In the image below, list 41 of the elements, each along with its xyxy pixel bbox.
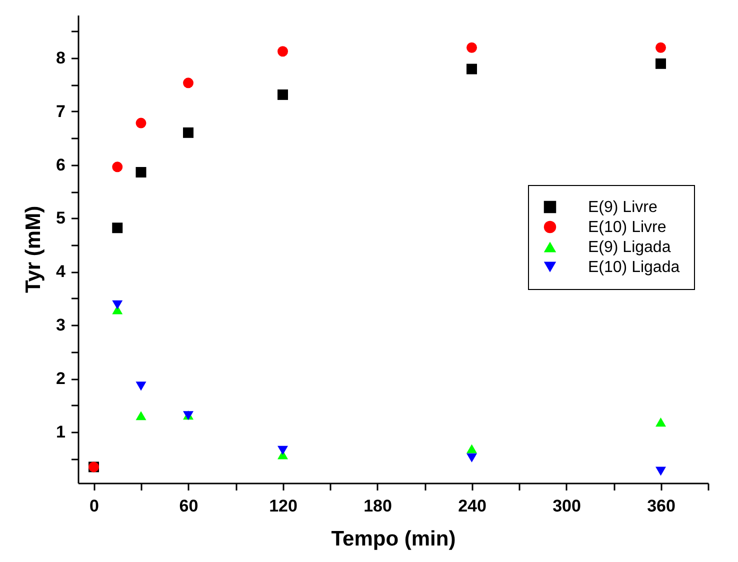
x-tick-label: 180 bbox=[364, 496, 392, 516]
point bbox=[136, 382, 146, 391]
point bbox=[278, 46, 288, 57]
y-tick-label: 2 bbox=[56, 369, 66, 388]
legend-label: E(10) Ligada bbox=[588, 259, 680, 276]
point bbox=[136, 167, 146, 178]
y-tick-label: 3 bbox=[56, 316, 66, 335]
legend-label: E(9) Ligada bbox=[588, 239, 671, 256]
point bbox=[656, 466, 666, 476]
point bbox=[136, 411, 146, 420]
point bbox=[656, 58, 666, 69]
y-tick-label: 6 bbox=[56, 155, 66, 174]
point bbox=[466, 444, 477, 454]
legend-label: E(10) Livre bbox=[588, 219, 666, 236]
y-tick-label: 7 bbox=[56, 102, 66, 121]
point bbox=[112, 222, 123, 234]
point bbox=[112, 162, 123, 172]
x-tick-label: 120 bbox=[269, 496, 298, 516]
point bbox=[136, 118, 146, 128]
point bbox=[656, 417, 666, 427]
point bbox=[112, 300, 123, 310]
x-tick-label: 240 bbox=[458, 496, 486, 516]
point bbox=[278, 89, 288, 100]
x-tick-label: 300 bbox=[552, 496, 581, 516]
point bbox=[183, 127, 194, 138]
point bbox=[466, 453, 477, 462]
y-tick-label: 4 bbox=[56, 262, 66, 282]
x-axis-title: Tempo (min) bbox=[331, 528, 456, 550]
y-axis-title: Tyr (mM) bbox=[22, 206, 46, 294]
y-tick-label: 8 bbox=[56, 48, 66, 68]
point bbox=[466, 42, 477, 53]
point bbox=[656, 42, 666, 53]
x-tick-label: 360 bbox=[647, 496, 676, 516]
x-tick-label: 60 bbox=[179, 496, 198, 516]
x-tick-label: 0 bbox=[90, 496, 99, 516]
y-tick-label: 5 bbox=[56, 208, 66, 228]
point bbox=[278, 446, 288, 455]
y-tick-label: 1 bbox=[56, 422, 66, 442]
point bbox=[183, 78, 194, 88]
point bbox=[466, 64, 477, 74]
legend-label: E(9) Livre bbox=[588, 199, 658, 216]
